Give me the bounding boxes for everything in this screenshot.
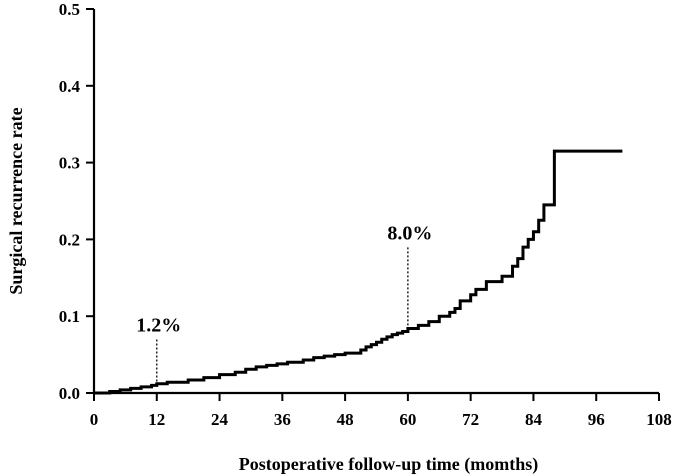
- curves: [94, 149, 623, 395]
- y-tick-label: 0.5: [59, 0, 80, 19]
- x-tick-label: 72: [462, 410, 479, 429]
- x-tick-label: 84: [525, 410, 543, 429]
- axes: [92, 9, 659, 395]
- x-tick-label: 60: [399, 410, 416, 429]
- annotation-label: 1.2%: [136, 315, 181, 337]
- x-axis-title: Postoperative follow-up time (momths): [239, 454, 538, 475]
- y-tick-label: 0.2: [59, 230, 80, 249]
- ticks: 0 12 24 36 48 60 72 84 96 108 0.0 0.1 0.2 0.3 0.4 0.5: [59, 0, 672, 429]
- annotations: 1.2% 8.0%: [136, 222, 432, 384]
- x-tick-label: 96: [588, 410, 605, 429]
- y-tick-label: 0.4: [59, 77, 81, 96]
- x-tick-label: 48: [337, 410, 354, 429]
- y-tick-label: 0.3: [59, 154, 80, 173]
- recurrence-step-curve: [94, 149, 623, 395]
- y-tick-label: 0.1: [59, 307, 80, 326]
- x-tick-label: 12: [148, 410, 165, 429]
- x-tick-label: 24: [211, 410, 229, 429]
- annotation-label: 8.0%: [387, 222, 432, 244]
- y-axis-title: Surgical recurrence rate: [6, 107, 26, 294]
- x-tick-label: 0: [90, 410, 99, 429]
- x-tick-label: 36: [274, 410, 291, 429]
- x-tick-label: 108: [646, 410, 672, 429]
- y-tick-label: 0.0: [59, 384, 80, 403]
